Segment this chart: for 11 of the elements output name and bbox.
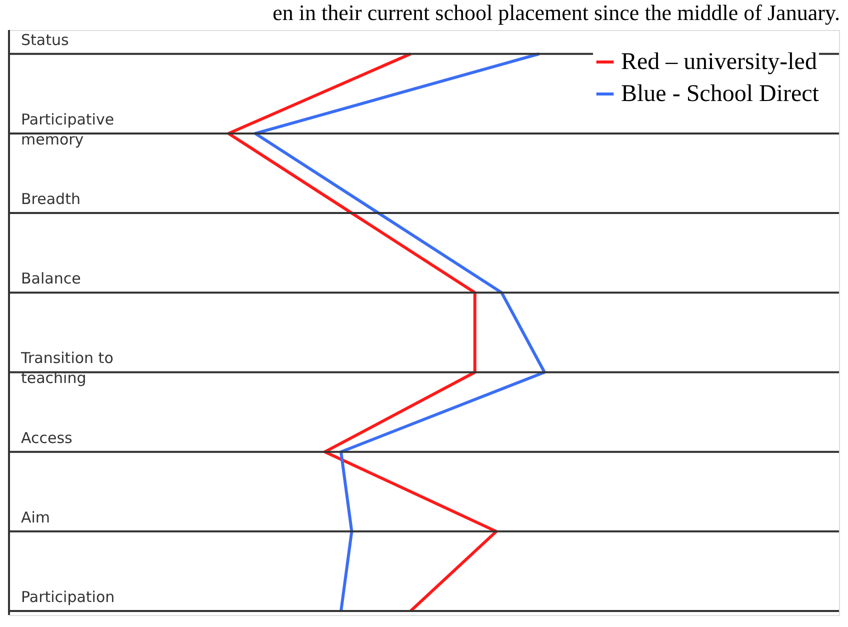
y-tick-label: Participation <box>21 588 115 606</box>
legend-label: Red – university-led <box>621 49 817 75</box>
y-tick-label: Aim <box>21 508 50 526</box>
category-label: Participative memory <box>21 110 114 148</box>
y-tick-label: Status <box>21 30 69 49</box>
text: en in their current school placement since the middle of January. <box>272 0 840 25</box>
y-tick-label: Balance <box>21 270 81 288</box>
y-tick-label: Access <box>21 428 73 447</box>
legend-label: Blue - School Direct <box>621 81 820 107</box>
category-label: Transition to teaching <box>21 349 114 388</box>
y-tick-label: Breadth <box>21 190 80 208</box>
